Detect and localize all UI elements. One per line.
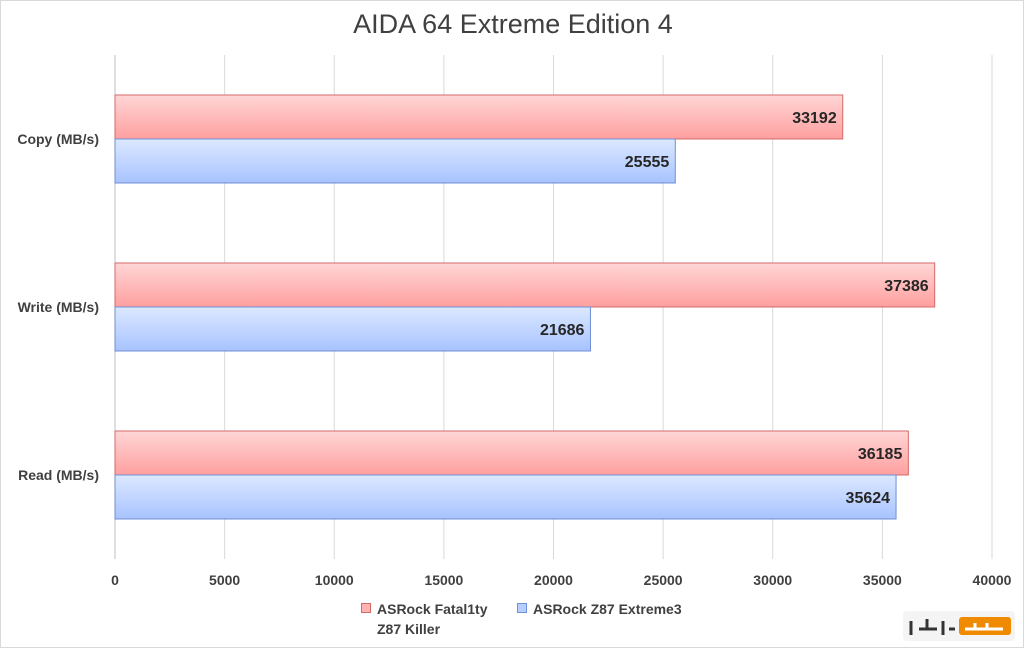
category-label: Copy (MB/s) [17,131,99,147]
data-label: 33192 [792,110,837,127]
category-label: Read (MB/s) [18,467,99,483]
legend-swatch-blue [517,603,527,613]
bar-series0-2 [114,430,909,476]
bar-series1-0 [114,138,676,184]
site-logo [903,611,1015,641]
x-tick-label: 40000 [973,572,1012,588]
x-tick-label: 0 [111,572,119,588]
x-tick-label: 15000 [424,572,463,588]
x-tick-label: 10000 [315,572,354,588]
bars [114,94,936,520]
bar-series1-2 [114,474,897,520]
labels: 0 5000 10000 15000 20000 25000 30000 35000 40000… [17,110,1011,588]
x-tick-label: 25000 [644,572,683,588]
data-label: 21686 [540,322,585,339]
x-tick-label: 35000 [863,572,902,588]
legend-label-extreme3: ASRock Z87 Extreme3 [533,601,682,617]
legend-item-fatal1ty: ASRock Fatal1ty Z87 Killer [361,599,497,639]
x-tick-label: 20000 [534,572,573,588]
data-label: 37386 [884,278,929,295]
chart-title: AIDA 64 Extreme Edition 4 [353,9,673,39]
legend-item-extreme3: ASRock Z87 Extreme3 [517,599,682,639]
legend-swatch-red [361,603,371,613]
x-tick-label: 30000 [753,572,792,588]
bar-series0-0 [114,94,844,140]
data-label: 36185 [858,446,903,463]
data-label: 35624 [846,490,891,507]
legend-label-fatal1ty: ASRock Fatal1ty Z87 Killer [377,601,488,637]
category-label: Write (MB/s) [18,299,99,315]
x-tick-label: 5000 [209,572,240,588]
bar-series0-1 [114,262,936,308]
bar-series1-1 [114,306,591,352]
data-label: 25555 [625,154,670,171]
legend: ASRock Fatal1ty Z87 Killer ASRock Z87 Ex… [361,599,682,639]
